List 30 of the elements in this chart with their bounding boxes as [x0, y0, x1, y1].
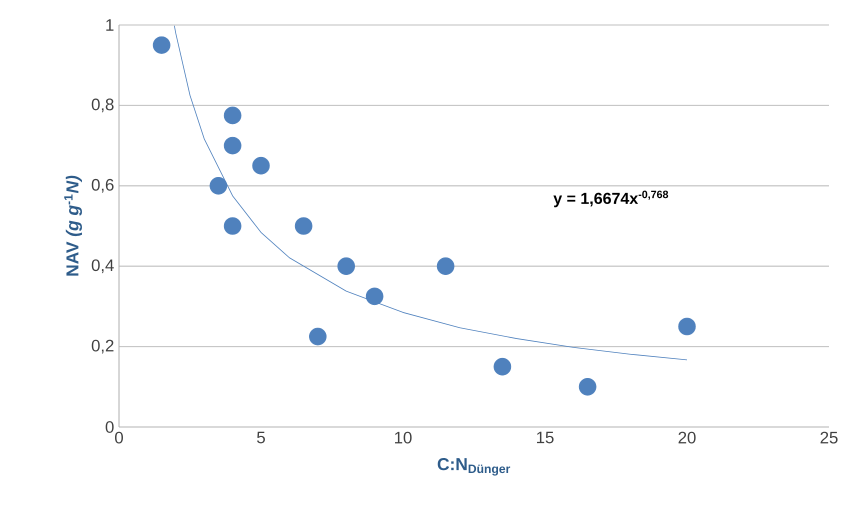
line-series	[174, 25, 688, 360]
point	[494, 358, 512, 376]
point	[224, 106, 242, 124]
y-tick-label: 0	[106, 421, 114, 433]
x-tick-label: 25	[820, 432, 838, 444]
annotation: y = 1,6674x$^{-0,768}$	[553, 190, 668, 208]
point	[366, 288, 384, 306]
y-tick-label: 0,4	[92, 259, 114, 274]
point	[337, 257, 355, 275]
x-axis-title: C:N$_{Dünger}$	[438, 458, 510, 476]
point	[578, 378, 596, 396]
x-tick-label: 10	[395, 432, 412, 444]
y-tick-label: 0,8	[92, 98, 114, 112]
x-tick-label: 15	[537, 432, 554, 444]
y-tick-label: 1	[106, 19, 114, 31]
y-axis-title: NAV (g g$^{-1}$N)	[64, 176, 82, 276]
y-tick-label: 0,6	[92, 178, 114, 193]
point	[252, 156, 270, 174]
point	[152, 36, 170, 54]
point	[436, 257, 454, 275]
x-tick-label: 0	[115, 432, 123, 444]
y-tick-label: 0,2	[92, 340, 114, 354]
point	[309, 328, 327, 346]
point	[224, 217, 242, 235]
point	[210, 177, 228, 195]
x-tick-label: 20	[678, 432, 696, 444]
point	[678, 318, 696, 336]
point	[294, 217, 312, 235]
point	[224, 136, 242, 154]
x-tick-label: 5	[257, 432, 265, 444]
